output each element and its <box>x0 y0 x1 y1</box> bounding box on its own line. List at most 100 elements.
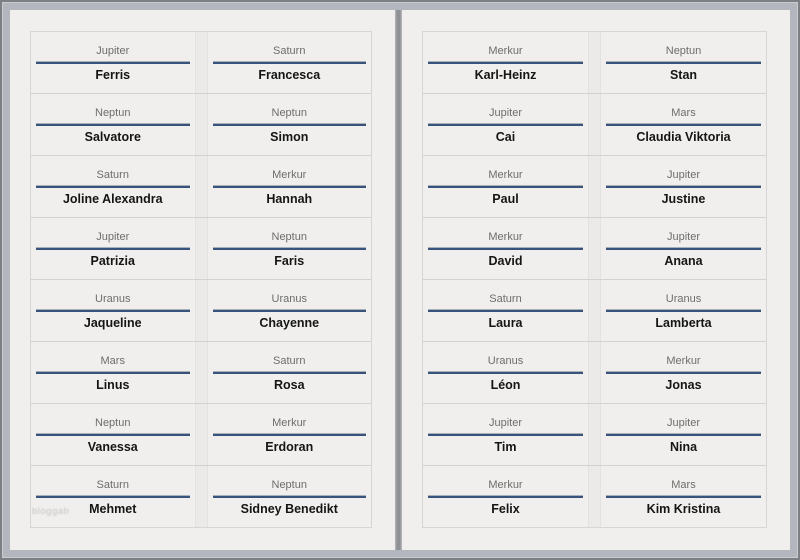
planet-label: Uranus <box>487 355 524 367</box>
separator-line <box>428 309 583 312</box>
guest-name: Linus <box>96 378 130 392</box>
guest-name: Francesca <box>258 68 321 82</box>
place-card: Jupiter Cai <box>423 94 588 155</box>
separator-line <box>606 495 761 498</box>
place-card: Jupiter Nina <box>601 404 766 465</box>
planet-label: Merkur <box>488 169 523 181</box>
place-card: Neptun Faris <box>208 218 372 279</box>
fold-band <box>588 404 601 465</box>
planet-label: Uranus <box>95 293 131 305</box>
planet-label: Merkur <box>488 45 523 57</box>
card-row: Jupiter Patrizia Neptun Faris <box>31 218 371 280</box>
fold-band <box>194 342 208 403</box>
planet-label: Merkur <box>666 355 701 367</box>
card-row: Jupiter Cai Mars Claudia Viktoria <box>423 94 766 156</box>
card-row: Saturn Mehmet Neptun Sidney Benedikt <box>31 466 371 527</box>
separator-line <box>428 433 583 436</box>
guest-name: Anana <box>664 254 703 268</box>
guest-name: Jonas <box>665 378 702 392</box>
card-row: Neptun Salvatore Neptun Simon <box>31 94 371 156</box>
fold-band <box>194 32 208 93</box>
place-card: Merkur Jonas <box>601 342 766 403</box>
separator-line <box>212 123 366 126</box>
separator-line <box>606 185 761 188</box>
separator-line <box>212 371 366 374</box>
fold-band <box>588 280 601 341</box>
separator-line <box>606 61 761 64</box>
guest-name: Simon <box>270 130 309 144</box>
planet-label: Uranus <box>665 293 702 305</box>
separator-line <box>36 61 190 64</box>
separator-line <box>606 123 761 126</box>
guest-name: Jaqueline <box>83 316 142 330</box>
guest-name: Mehmet <box>89 502 137 516</box>
guest-name: Cai <box>495 130 516 144</box>
place-card: Merkur Erdoran <box>208 404 372 465</box>
planet-label: Saturn <box>273 355 306 367</box>
place-card: Saturn Rosa <box>208 342 372 403</box>
planet-label: Mars <box>671 107 696 119</box>
planet-label: Neptun <box>271 479 307 491</box>
place-card: Jupiter Anana <box>601 218 766 279</box>
guest-name: Sidney Benedikt <box>240 502 338 516</box>
fold-band <box>194 280 208 341</box>
guest-name: Ferris <box>95 68 131 82</box>
separator-line <box>606 309 761 312</box>
place-card: Merkur Karl-Heinz <box>423 32 588 93</box>
place-card: Mars Claudia Viktoria <box>601 94 766 155</box>
place-card: Jupiter Ferris <box>31 32 195 93</box>
guest-name: Stan <box>669 68 698 82</box>
place-card: Jupiter Justine <box>601 156 766 217</box>
guest-name: Vanessa <box>87 440 138 454</box>
planet-label: Neptun <box>95 107 131 119</box>
planet-label: Neptun <box>95 417 131 429</box>
place-card: Mars Kim Kristina <box>601 466 766 527</box>
place-card: Saturn Joline Alexandra <box>31 156 195 217</box>
guest-name: Laura <box>488 316 523 330</box>
place-card: Jupiter Patrizia <box>31 218 195 279</box>
planet-label: Mars <box>100 355 125 367</box>
card-row: Merkur David Jupiter Anana <box>423 218 766 280</box>
separator-line <box>212 61 366 64</box>
fold-band <box>588 94 601 155</box>
planet-label: Merkur <box>272 417 307 429</box>
planet-label: Merkur <box>488 231 523 243</box>
separator-line <box>428 123 583 126</box>
card-row: Uranus Jaqueline Uranus Chayenne <box>31 280 371 342</box>
place-card: Uranus Lamberta <box>601 280 766 341</box>
fold-band <box>194 466 208 527</box>
card-row: Merkur Paul Jupiter Justine <box>423 156 766 218</box>
place-card: Saturn Francesca <box>208 32 372 93</box>
separator-line <box>212 309 366 312</box>
separator-line <box>428 247 583 250</box>
planet-label: Neptun <box>665 45 702 57</box>
place-card: Merkur Paul <box>423 156 588 217</box>
separator-line <box>428 371 583 374</box>
fold-band <box>194 156 208 217</box>
place-card: Neptun Stan <box>601 32 766 93</box>
planet-label: Saturn <box>273 45 306 57</box>
planet-label: Jupiter <box>96 231 130 243</box>
guest-name: Salvatore <box>84 130 141 144</box>
card-row: Saturn Joline Alexandra Merkur Hannah <box>31 156 371 218</box>
planet-label: Uranus <box>271 293 307 305</box>
place-card: Uranus Chayenne <box>208 280 372 341</box>
planet-label: Mars <box>671 479 696 491</box>
separator-line <box>36 495 190 498</box>
guest-name: Léon <box>490 378 521 392</box>
separator-line <box>212 185 366 188</box>
card-row: Mars Linus Saturn Rosa <box>31 342 371 404</box>
separator-line <box>212 433 366 436</box>
place-card: Uranus Léon <box>423 342 588 403</box>
guest-name: Joline Alexandra <box>62 192 163 206</box>
place-card: Merkur Felix <box>423 466 588 527</box>
guest-name: Chayenne <box>259 316 320 330</box>
separator-line <box>606 247 761 250</box>
separator-line <box>36 371 190 374</box>
card-grid: Jupiter Ferris Saturn Francesca Neptun Salvat… <box>30 31 372 528</box>
place-card: Jupiter Tim <box>423 404 588 465</box>
guest-name: Faris <box>274 254 305 268</box>
separator-line <box>428 495 583 498</box>
place-card: Saturn Laura <box>423 280 588 341</box>
